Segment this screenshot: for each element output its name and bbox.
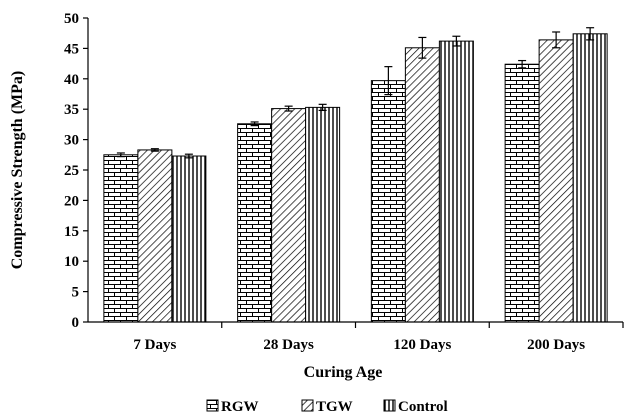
bars [103,33,608,323]
y-tick-label: 15 [64,224,79,240]
bar-control-200-days [572,33,608,323]
y-tick-label: 10 [64,254,79,270]
y-tick-label: 25 [64,163,79,179]
bar-tgw-200-days [538,39,574,323]
legend: RGW TGW Control [206,399,448,415]
bar-control-120-days [438,40,474,323]
legend-swatch-tgw [301,399,314,412]
bar-rgw-28-days [237,123,273,323]
legend-label-control: Control [398,399,448,415]
y-tick-label: 5 [72,285,80,301]
bar-tgw-7-days [137,149,173,323]
x-category-label: 28 Days [263,337,314,353]
y-axis-title: Compressive Strength (MPa) [9,71,26,270]
y-tick-label: 50 [64,11,79,27]
bar-rgw-120-days [370,80,406,323]
legend-swatch-control [383,399,396,412]
bar-control-28-days [305,106,341,323]
x-axis-title: Curing Age [304,364,383,381]
y-tick-label: 45 [64,41,79,57]
x-axis-categories: 7 Days 28 Days 120 Days 200 Days [133,322,624,353]
bar-rgw-7-days [103,154,139,323]
bar-tgw-28-days [271,108,307,323]
legend-swatch-rgw [206,399,219,412]
bar-rgw-200-days [504,63,540,323]
y-tick-label: 35 [64,102,79,118]
error-bars [116,27,595,159]
y-tick-label: 30 [64,133,79,149]
y-tick-label: 40 [64,72,79,88]
y-tick-label: 0 [72,315,80,331]
y-axis-ticks: 0 5 10 15 20 25 30 35 40 45 50 [64,11,88,331]
y-tick-label: 20 [64,193,79,209]
x-category-label: 200 Days [527,337,585,353]
legend-label-tgw: TGW [316,399,353,415]
x-category-label: 7 Days [133,337,176,353]
legend-label-rgw: RGW [221,399,259,415]
bar-tgw-120-days [404,47,440,323]
x-category-label: 120 Days [393,337,451,353]
bar-control-7-days [171,155,207,323]
